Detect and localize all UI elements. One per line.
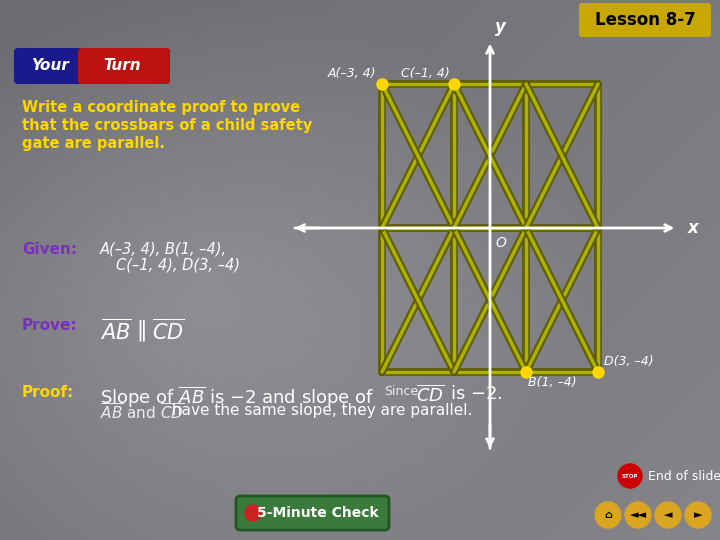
Text: Prove:: Prove: — [22, 318, 78, 333]
Text: Since: Since — [384, 385, 418, 398]
Text: Given:: Given: — [22, 242, 77, 257]
Circle shape — [245, 505, 261, 521]
Text: $\overline{AB}$ and $\overline{CD}$: $\overline{AB}$ and $\overline{CD}$ — [100, 403, 184, 423]
Text: x: x — [687, 219, 698, 237]
Circle shape — [655, 502, 681, 528]
Text: $\overline{AB}$: $\overline{AB}$ — [100, 318, 132, 343]
Text: C(–1, 4), D(3, –4): C(–1, 4), D(3, –4) — [116, 258, 240, 273]
Text: Your: Your — [31, 58, 69, 73]
FancyBboxPatch shape — [78, 48, 170, 84]
Text: STOP: STOP — [622, 474, 638, 478]
Text: Slope of $\overline{AB}$ is $-2$ and slope of: Slope of $\overline{AB}$ is $-2$ and slo… — [100, 385, 374, 410]
Circle shape — [625, 502, 651, 528]
Circle shape — [685, 502, 711, 528]
Text: Write a coordinate proof to prove: Write a coordinate proof to prove — [22, 100, 300, 115]
Text: have the same slope, they are parallel.: have the same slope, they are parallel. — [172, 403, 472, 418]
FancyBboxPatch shape — [579, 3, 711, 37]
Text: ►: ► — [694, 510, 702, 520]
Text: B(1, –4): B(1, –4) — [528, 376, 577, 389]
Text: A(–3, 4), B(1, –4),: A(–3, 4), B(1, –4), — [100, 242, 227, 257]
Text: ◄: ◄ — [664, 510, 672, 520]
Text: that the crossbars of a child safety: that the crossbars of a child safety — [22, 118, 312, 133]
Text: Proof:: Proof: — [22, 385, 74, 400]
Text: $\overline{CD}$: $\overline{CD}$ — [152, 318, 184, 343]
Text: is $-2.$: is $-2.$ — [450, 385, 503, 403]
Text: y: y — [495, 18, 506, 36]
Circle shape — [618, 464, 642, 488]
Text: ◄◄: ◄◄ — [629, 510, 647, 520]
Text: $\|$: $\|$ — [136, 318, 145, 343]
Text: End of slide: End of slide — [648, 469, 720, 483]
Text: D(3, –4): D(3, –4) — [604, 355, 654, 368]
Text: $\overline{CD}$: $\overline{CD}$ — [416, 385, 444, 406]
Text: 5-Minute Check: 5-Minute Check — [257, 506, 379, 520]
Circle shape — [595, 502, 621, 528]
Text: ⌂: ⌂ — [604, 510, 612, 520]
Text: A(–3, 4): A(–3, 4) — [328, 67, 376, 80]
Text: Lesson 8-7: Lesson 8-7 — [595, 11, 696, 29]
Text: C(–1, 4): C(–1, 4) — [401, 67, 450, 80]
Text: gate are parallel.: gate are parallel. — [22, 136, 165, 151]
Text: O: O — [495, 236, 506, 250]
FancyBboxPatch shape — [236, 496, 389, 530]
Text: Turn: Turn — [103, 58, 141, 73]
FancyBboxPatch shape — [14, 48, 170, 84]
